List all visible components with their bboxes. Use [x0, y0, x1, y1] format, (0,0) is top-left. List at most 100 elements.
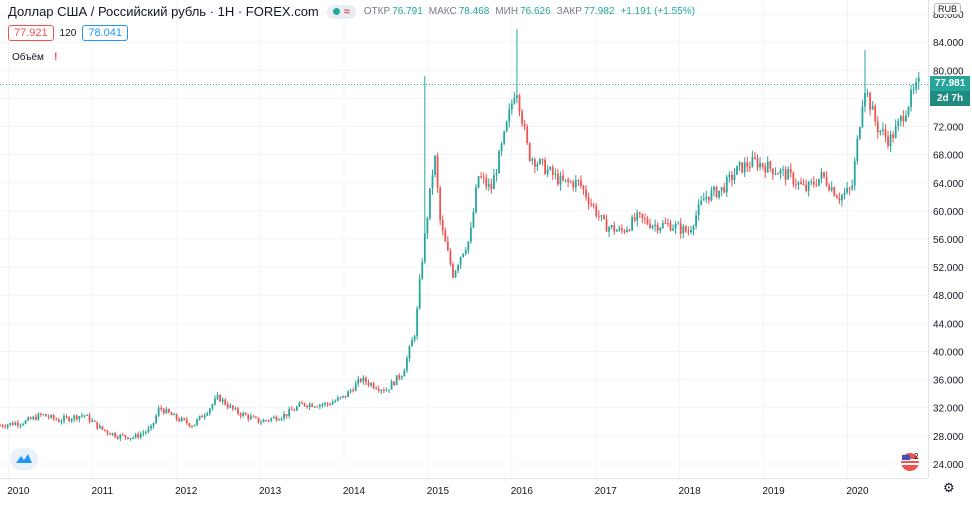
us-flag-icon[interactable]: 2 [899, 451, 921, 473]
candle-body [505, 121, 508, 132]
candle-body [618, 228, 621, 231]
candle-body [152, 422, 155, 426]
candle-body [797, 182, 800, 185]
candle-body [11, 422, 14, 426]
candle-body [354, 383, 357, 391]
price-tick-label: 60.000 [933, 207, 964, 218]
candle-body [242, 413, 245, 416]
candle-body [370, 383, 372, 386]
candle-body [743, 162, 746, 173]
candle-body [503, 131, 506, 144]
price-tick-label: 24.000 [933, 460, 964, 471]
candle-body [150, 425, 152, 429]
volume-label: Объём [12, 51, 44, 63]
candle-body [247, 415, 250, 420]
time-axis[interactable]: 2010 2011 2012 2013 2014 2015 2016 2017 2018 2019… [0, 478, 928, 500]
candle-body [777, 173, 779, 175]
candle-body [362, 377, 365, 382]
candle-body [347, 391, 349, 398]
candle-body [605, 219, 608, 232]
candle-body [101, 426, 104, 430]
candle-body [766, 161, 769, 173]
candle-body [93, 420, 96, 422]
candle-body [201, 415, 204, 418]
candle-body [357, 378, 360, 384]
candle-body [436, 156, 439, 188]
candle-body [50, 415, 53, 418]
sell-price-button[interactable]: 77.921 [8, 25, 54, 41]
time-tick-label: 2016 [511, 486, 534, 497]
candle-body [137, 434, 140, 438]
candle-body [516, 95, 518, 98]
volume-warning-icon[interactable]: ! [53, 51, 58, 63]
candle-body [628, 229, 631, 231]
candle-body [853, 161, 856, 186]
candle-body [303, 403, 306, 406]
candle-body [306, 405, 308, 408]
tradingview-logo-icon[interactable] [10, 448, 38, 470]
candle-body [884, 129, 887, 137]
candle-body [55, 418, 58, 420]
candle-body [147, 428, 150, 432]
candle-body [83, 415, 86, 417]
candle-body [792, 172, 795, 185]
candle-body [510, 103, 513, 110]
candlestick-series[interactable] [0, 28, 928, 442]
candle-body [244, 413, 247, 416]
bar-countdown-tag: 2d 7h [930, 91, 970, 107]
candle-body [825, 176, 828, 186]
currency-label[interactable]: RUB [934, 3, 962, 15]
gear-icon[interactable]: ⚙ [943, 480, 955, 495]
price-tick-label: 28.000 [933, 432, 964, 443]
candle-body [196, 419, 198, 425]
candle-body [429, 188, 431, 219]
candle-body [843, 192, 846, 196]
candle-body [669, 223, 672, 231]
candle-body [705, 196, 708, 199]
candle-body [434, 156, 436, 176]
candle-body [485, 178, 488, 187]
time-axis-labels: 2010 2011 2012 2013 2014 2015 2016 2017 2018 2019… [7, 486, 869, 497]
candle-body [695, 215, 697, 227]
candle-body [608, 227, 610, 232]
buy-price-button[interactable]: 78.041 [82, 25, 128, 41]
candle-body [216, 394, 219, 399]
candle-body [713, 187, 715, 191]
candle-body [592, 204, 595, 207]
candle-body [585, 189, 587, 198]
candle-body [774, 173, 777, 175]
candle-body [858, 127, 861, 139]
volume-indicator[interactable]: Объём ! [12, 51, 58, 63]
candle-body [165, 408, 168, 414]
candle-body [562, 175, 564, 181]
candle-body [185, 419, 188, 424]
candle-body [421, 261, 424, 279]
candle-body [32, 416, 35, 420]
candle-body [623, 230, 626, 233]
price-axis[interactable]: 24.000 28.000 32.000 36.000 40.000 44.000 48.0… [928, 0, 972, 478]
time-tick-label: 2012 [175, 486, 198, 497]
ohlc-low-label: МИН [495, 6, 519, 17]
candle-body [649, 223, 651, 228]
candle-body [34, 416, 37, 420]
symbol-title[interactable]: Доллар США / Российский рубль · 1H · FOR… [8, 4, 319, 19]
candle-body [265, 420, 268, 422]
price-tick-label: 72.000 [933, 123, 964, 134]
candle-body [477, 176, 480, 188]
candle-body [459, 256, 462, 266]
candle-body [787, 169, 790, 180]
candle-body [96, 421, 99, 429]
candle-body [818, 178, 820, 186]
candle-body [47, 416, 50, 418]
candle-body [664, 223, 667, 225]
market-status-badge[interactable]: ≈ [326, 4, 356, 19]
candle-body [446, 241, 449, 251]
candle-body [754, 157, 756, 159]
candle-body [188, 423, 191, 427]
candle-body [587, 197, 590, 204]
candle-body [40, 413, 42, 415]
candle-body [129, 438, 132, 440]
candle-body [63, 416, 65, 422]
candle-body [769, 161, 772, 169]
